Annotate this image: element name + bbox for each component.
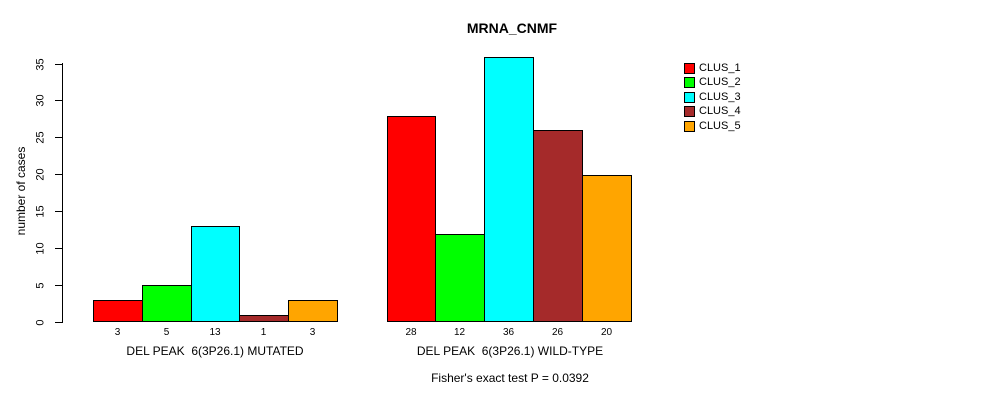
bar-clus_1 — [93, 300, 143, 322]
y-axis-tick — [55, 210, 62, 212]
legend-swatch-clus_2 — [684, 77, 695, 89]
y-axis-tick — [55, 100, 62, 102]
y-tick-label: 15 — [34, 205, 46, 218]
bar-value-label: 5 — [163, 327, 170, 338]
bar-value-label: 12 — [453, 327, 466, 338]
legend-item-clus_5: CLUS_5 — [684, 120, 741, 132]
bar-value-label: 26 — [551, 327, 564, 338]
y-axis-tick — [55, 174, 62, 176]
bar-value-label: 36 — [502, 327, 515, 338]
bar-clus_5 — [582, 175, 632, 322]
legend-swatch-clus_3 — [684, 91, 695, 103]
legend-label: CLUS_2 — [699, 76, 741, 89]
y-tick-label: 35 — [34, 57, 46, 71]
y-tick-label: 0 — [34, 318, 46, 326]
y-axis-line — [62, 63, 63, 323]
bar-clus_2 — [435, 234, 485, 322]
legend-swatch-clus_5 — [684, 120, 695, 132]
y-tick-label: 10 — [34, 242, 46, 255]
footnote-fisher-test: Fisher's exact test P = 0.0392 — [431, 371, 589, 385]
bar-clus_1 — [387, 116, 436, 322]
legend-swatch-clus_4 — [684, 106, 695, 118]
x-group-label-wildtype: DEL PEAK 6(3P26.1) WILD-TYPE — [416, 344, 604, 358]
legend-item-clus_3: CLUS_3 — [684, 91, 741, 103]
y-axis-tick — [55, 321, 62, 323]
bar-clus_3 — [191, 226, 240, 322]
legend-item-clus_4: CLUS_4 — [684, 106, 741, 118]
legend-item-clus_1: CLUS_1 — [684, 63, 741, 75]
bar-clus_2 — [142, 285, 192, 322]
bar-clus_3 — [484, 57, 534, 322]
y-tick-label: 25 — [34, 131, 46, 144]
legend-label: CLUS_3 — [699, 90, 741, 103]
legend-label: CLUS_1 — [699, 62, 741, 74]
bar-value-label: 20 — [600, 327, 613, 338]
y-axis-tick — [55, 247, 62, 249]
bar-value-label: 13 — [209, 327, 221, 338]
bar-clus_4 — [533, 130, 583, 322]
x-group-label-mutated: DEL PEAK 6(3P26.1) MUTATED — [126, 344, 304, 358]
y-tick-label: 5 — [34, 282, 46, 289]
y-axis-tick — [55, 63, 62, 65]
chart-title: MRNA_CNMF — [466, 20, 558, 36]
bar-clus_4 — [239, 315, 289, 322]
y-axis-tick — [55, 284, 62, 286]
legend-label: CLUS_5 — [699, 119, 741, 132]
y-axis-label: number of cases — [14, 146, 28, 236]
legend-label: CLUS_4 — [699, 105, 741, 118]
legend-swatch-clus_1 — [684, 63, 695, 74]
bar-value-label: 1 — [260, 327, 267, 338]
bar-clus_5 — [288, 300, 338, 322]
legend-item-clus_2: CLUS_2 — [684, 77, 741, 89]
bar-value-label: 28 — [405, 327, 417, 338]
bar-value-label: 3 — [114, 327, 121, 338]
y-tick-label: 30 — [34, 94, 46, 107]
y-axis-tick — [55, 137, 62, 139]
bar-value-label: 3 — [309, 327, 316, 338]
y-tick-label: 20 — [34, 168, 46, 181]
